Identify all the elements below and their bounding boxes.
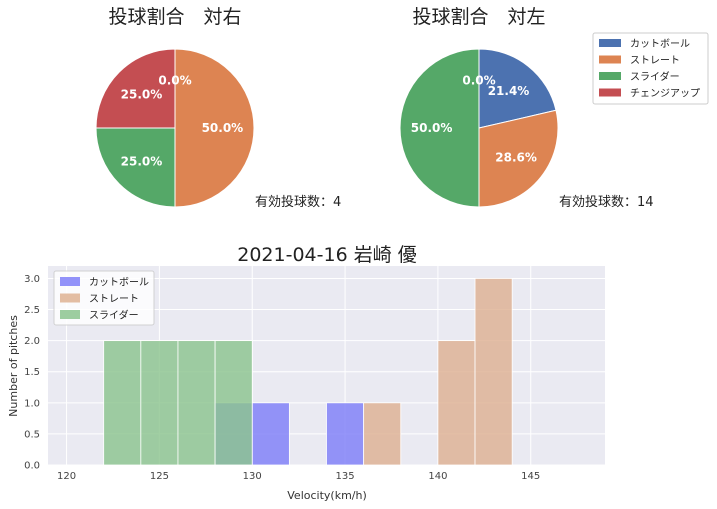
pie-left-label-1: 28.6% [495,151,537,165]
pie-legend-label-0: カットボール [630,38,690,50]
hist-legend-label-1: ストレート [89,294,139,305]
pie-left-label-2: 50.0% [411,121,453,135]
hist-bar-s2-b2 [177,340,216,466]
pie-right-label-1: 50.0% [202,121,244,135]
pie-right-slice-3 [95,48,176,129]
x-tick-label-1: 125 [150,471,169,482]
pie-right-slice-1 [174,48,255,208]
pie-legend-box [592,32,709,105]
pie-right-label-2: 25.0% [121,155,163,169]
hist-legend-label-2: スライダー [89,309,139,322]
hist-bar-s1-b2 [474,278,513,466]
histogram-ylabel: Number of pitches [7,315,20,417]
y-tick-label-3: 1.5 [24,367,40,378]
pie-legend-label-3: チェンジアップ [630,88,700,100]
pie-left-slice-1 [478,109,559,208]
pie-right-pitch-count: 有効投球数：4 [255,194,341,210]
pie-right-label-3: 25.0% [121,87,163,101]
hist-bar-s2-b1 [140,340,179,466]
x-tick-label-5: 145 [521,471,540,482]
hist-legend-swatch-1 [60,293,80,303]
pie-chart-right: 投球割合 対右 0.0% 50.0% 25.0% 25.0% 有効投球数：4 [95,6,341,210]
hist-bar-s2-b3 [214,340,253,466]
pie-legend-swatch-2 [599,72,621,80]
pie-left-label-0: 21.4% [488,84,530,98]
histogram-title: 2021-04-16 岩崎 優 [237,244,417,266]
pie-left-slice-0 [478,48,557,129]
hist-bar-s1-b1 [437,340,476,466]
x-tick-label-0: 120 [57,471,76,482]
pie-legend-label-1: ストレート [630,56,680,67]
hist-bar-s2-b0 [103,340,142,466]
hist-legend-swatch-2 [60,310,80,319]
pie-right-title: 投球割合 対右 [108,6,241,28]
y-tick-label-1: 0.5 [24,429,40,440]
hist-bar-s1-b0 [363,402,402,466]
histogram-xlabel: Velocity(km/h) [287,489,367,502]
pie-chart-left: 投球割合 対左 21.4% 28.6% 50.0% 0.0% 有効投球数：14 [399,6,654,210]
y-tick-label-0: 0.0 [24,461,40,472]
pie-left-title: 投球割合 対左 [412,6,545,28]
y-tick-label-6: 3.0 [24,274,40,285]
pie-left-label-3: 0.0% [462,74,495,88]
y-tick-label-4: 2.0 [24,336,40,347]
x-tick-label-2: 130 [243,471,262,482]
pie-legend-label-2: スライダー [630,70,680,83]
pie-right-label-0: 0.0% [158,74,191,88]
hist-bar-s0-b2 [326,402,365,466]
pie-legend-swatch-0 [599,39,621,47]
hist-legend-swatch-0 [60,277,80,286]
pie-left-slice-2 [399,48,480,208]
hist-bar-s0-b1 [251,402,290,466]
x-tick-label-3: 135 [336,471,355,482]
x-tick-label-4: 140 [428,471,447,482]
pie-legend-swatch-1 [599,55,621,64]
y-tick-label-2: 1.0 [24,398,40,409]
pie-right-slice-2 [95,127,176,208]
pie-left-pitch-count: 有効投球数：14 [559,194,654,210]
hist-legend-label-0: カットボール [89,277,149,289]
pie-legend-swatch-3 [599,88,621,97]
histogram: 2021-04-16 岩崎 優 120 125 130 135 140 145 0.0 0.5… [7,244,605,502]
y-tick-label-5: 2.5 [24,305,40,316]
